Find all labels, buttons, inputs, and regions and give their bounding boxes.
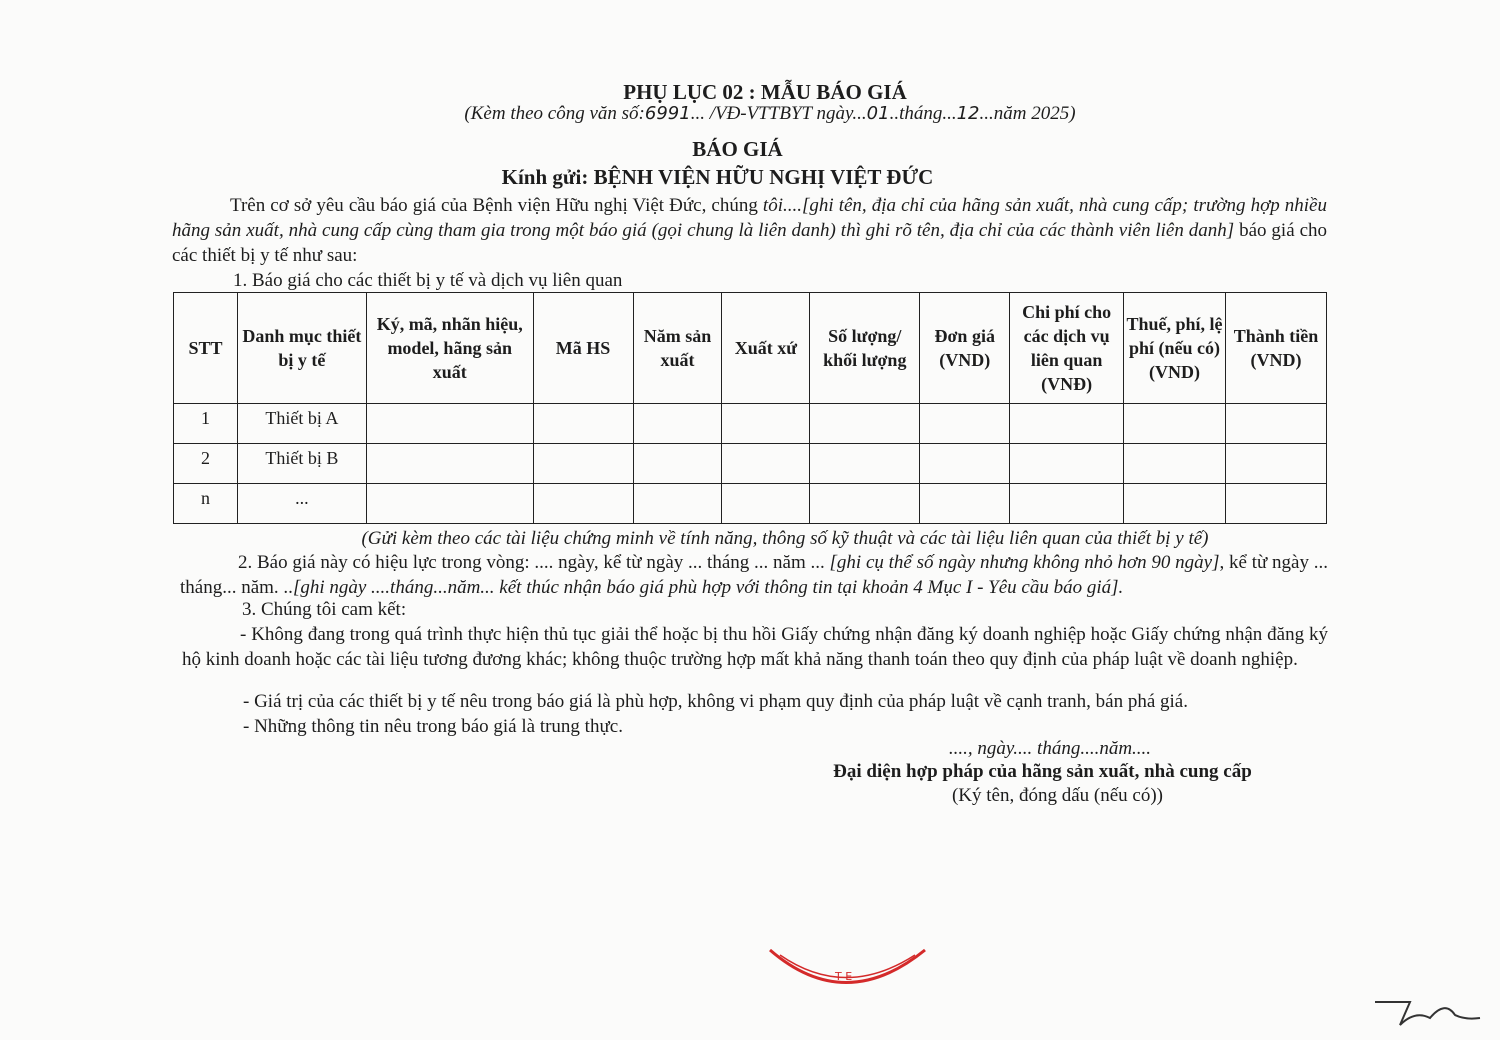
intro-italic: tôi....[ghi tên, địa chỉ của hãng sản xu… <box>172 195 1327 241</box>
table-cell <box>1225 483 1327 524</box>
table-cell <box>632 483 723 524</box>
table-cell <box>809 443 921 484</box>
signature-mark <box>1375 1001 1481 1026</box>
ref-prefix: (Kèm theo công văn số: <box>464 103 645 124</box>
column-header: Năm sản xuất <box>632 292 723 404</box>
table-cell: n <box>173 483 238 524</box>
table-cell <box>721 443 811 484</box>
ref-mid2: ..tháng... <box>889 103 957 124</box>
signature-role: Đại diện hợp pháp của hãng sản xuất, nhà… <box>833 761 1252 782</box>
document-title: BÁO GIÁ <box>692 137 783 161</box>
ref-suffix: ...năm 2025) <box>979 103 1076 124</box>
intro-paragraph: Trên cơ sở yêu cầu báo giá của Bệnh viện… <box>172 193 1327 268</box>
table-cell: ... <box>236 483 367 524</box>
table-cell <box>532 483 634 524</box>
table-row: 1 Thiết bị A <box>173 403 1327 444</box>
section-3-heading: 3. Chúng tôi cam kết: <box>242 599 407 620</box>
table-cell <box>1123 483 1226 524</box>
column-header: STT <box>173 292 238 404</box>
table-cell: 1 <box>173 403 238 444</box>
table-cell <box>721 483 811 524</box>
table-row: n... <box>173 483 1327 524</box>
table-cell <box>632 443 723 484</box>
table-cell <box>919 403 1011 444</box>
table-cell: Thiết bị A <box>236 403 367 444</box>
column-header: Mã HS <box>532 292 634 404</box>
table-cell <box>532 443 634 484</box>
intro-text: Trên cơ sở yêu cầu báo giá của Bệnh viện… <box>230 195 763 216</box>
quotation-table: STT Danh mục thiết bị y tế Ký, mã, nhãn hi… <box>173 292 1327 524</box>
table-row: 2 Thiết bị B <box>173 443 1327 484</box>
table-note: (Gửi kèm theo các tài liệu chứng minh về… <box>361 528 1209 549</box>
table-cell <box>809 403 921 444</box>
commitment-3: - Những thông tin nêu trong báo giá là t… <box>243 716 623 737</box>
table-cell <box>721 403 811 444</box>
column-header: Thuế, phí, lệ phí (nếu có) (VND) <box>1123 292 1226 404</box>
table-cell <box>1123 443 1226 484</box>
intro-text-end: báo giá cho các thiết bị y tế như sau: <box>172 220 1327 266</box>
table-cell <box>1225 443 1327 484</box>
signature-date-line: ...., ngày.... tháng....năm.... <box>948 738 1152 759</box>
validity-italic: [ghi cụ thể số ngày nhưng không nhỏ hơn … <box>829 552 1220 573</box>
table-cell <box>1009 483 1125 524</box>
validity-text-2: , kể từ ngày ... tháng... năm. .. <box>180 552 1328 598</box>
svg-text:T E: T E <box>834 970 852 983</box>
commitment-2: - Giá trị của các thiết bị y tế nêu tron… <box>243 691 1188 712</box>
table-cell <box>632 403 723 444</box>
table-cell <box>1009 403 1125 444</box>
reference-line: (Kèm theo công văn số:6991... /VĐ-VTTBYT… <box>0 103 1500 125</box>
ref-month: 12 <box>956 103 980 124</box>
table-cell <box>365 483 534 524</box>
table-cell <box>365 443 534 484</box>
table-cell <box>809 483 921 524</box>
table-cell: Thiết bị B <box>236 443 367 484</box>
table-cell: 2 <box>173 443 238 484</box>
section-2: 2. Báo giá này có hiệu lực trong vòng: .… <box>180 550 1328 600</box>
table-cell <box>1009 443 1125 484</box>
red-stamp-fragment: T E <box>769 948 926 984</box>
ref-day: 01 <box>866 103 890 124</box>
ref-number: 6991 <box>644 103 691 124</box>
table-cell <box>532 403 634 444</box>
table-cell <box>1123 403 1226 444</box>
column-header: Đơn giá (VND) <box>919 292 1011 404</box>
commitment-1: - Không đang trong quá trình thực hiện t… <box>182 624 1328 670</box>
recipient: Kính gửi: BỆNH VIỆN HỮU NGHỊ VIỆT ĐỨC <box>501 165 934 189</box>
table-cell <box>919 483 1011 524</box>
appendix-title: PHỤ LỤC 02 : MẪU BÁO GIÁ <box>623 80 907 104</box>
column-header: Danh mục thiết bị y tế <box>236 292 367 404</box>
column-header: Ký, mã, nhãn hiệu, model, hãng sản xuất <box>365 292 534 404</box>
table-cell <box>919 443 1011 484</box>
validity-text: 2. Báo giá này có hiệu lực trong vòng: .… <box>238 552 830 573</box>
signature-note: (Ký tên, đóng dấu (nếu có)) <box>951 785 1164 806</box>
column-header: Xuất xứ <box>721 292 811 404</box>
table-cell <box>1225 403 1327 444</box>
column-header: Số lượng/ khối lượng <box>809 292 921 404</box>
table-header-row: STT Danh mục thiết bị y tế Ký, mã, nhãn hi… <box>173 292 1327 404</box>
column-header: Chi phí cho các dịch vụ liên quan (VNĐ) <box>1009 292 1125 404</box>
ref-mid: ... /VĐ-VTTBYT ngày... <box>690 103 867 124</box>
section-1-heading: 1. Báo giá cho các thiết bị y tế và dịch… <box>233 270 623 291</box>
column-header: Thành tiền (VND) <box>1225 292 1327 404</box>
table-cell <box>365 403 534 444</box>
validity-italic-2: [ghi ngày ....tháng...năm... kết thúc nh… <box>292 577 1124 598</box>
